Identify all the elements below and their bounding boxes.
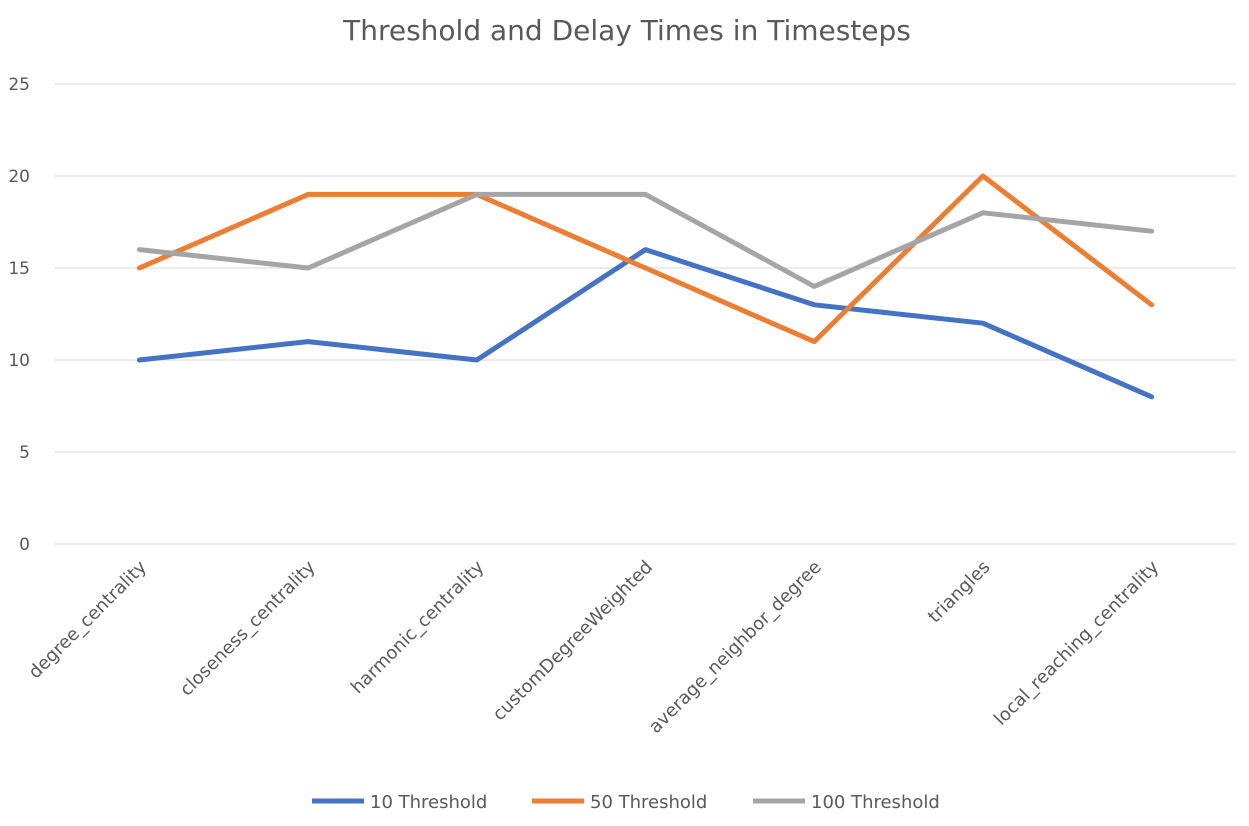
chart-title: Threshold and Delay Times in Timesteps — [342, 14, 911, 47]
series-line-2 — [136, 191, 1155, 289]
series-line-0 — [136, 247, 1155, 400]
legend-label-2: 100 Threshold — [811, 792, 940, 813]
y-tick-label: 10 — [8, 351, 30, 371]
y-tick-label: 15 — [8, 259, 30, 279]
y-tick-label: 0 — [19, 535, 30, 555]
y-tick-label: 20 — [8, 167, 30, 187]
x-axis-ticks: degree_centrality closeness_centrality har… — [25, 556, 1164, 737]
x-tick-label: harmonic_centrality — [347, 556, 489, 698]
x-tick-label: degree_centrality — [25, 556, 152, 683]
y-tick-label: 5 — [19, 443, 30, 463]
x-tick-label: customDegreeWeighted — [489, 557, 657, 725]
x-tick-label: closeness_centrality — [176, 556, 320, 700]
gridlines — [55, 83, 1236, 545]
x-tick-label: triangles — [924, 557, 995, 628]
x-tick-label: local_reaching_centrality — [990, 556, 1163, 729]
series-line-1 — [136, 173, 1155, 345]
y-tick-label: 25 — [8, 75, 30, 95]
legend-label-0: 10 Threshold — [370, 792, 487, 813]
series-lines — [136, 173, 1155, 400]
legend-label-1: 50 Threshold — [590, 792, 707, 813]
legend: 10 Threshold 50 Threshold 100 Threshold — [312, 792, 940, 813]
y-axis-ticks: 0 5 10 15 20 25 — [8, 75, 30, 555]
x-tick-label: average_neighbor_degree — [645, 557, 826, 738]
